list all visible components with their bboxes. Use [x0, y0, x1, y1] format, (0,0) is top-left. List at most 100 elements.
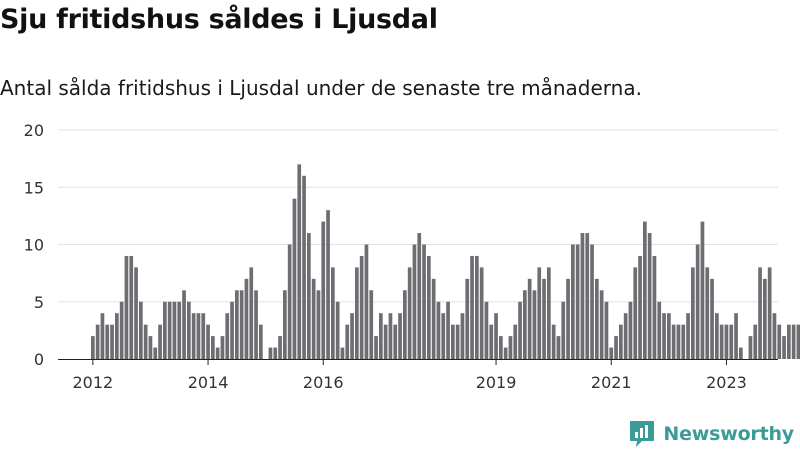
bar	[374, 336, 378, 359]
bar	[628, 301, 633, 359]
bar	[220, 336, 225, 359]
bar	[455, 324, 460, 359]
bar	[595, 278, 599, 359]
bar	[566, 278, 570, 359]
bar	[163, 301, 167, 359]
bar	[695, 244, 700, 359]
bar	[710, 278, 714, 359]
bar	[527, 278, 532, 359]
bar	[191, 313, 196, 359]
bar	[393, 324, 398, 359]
bar	[508, 336, 513, 359]
bar	[412, 244, 417, 359]
bar	[311, 278, 316, 359]
bar	[403, 290, 407, 359]
axes: 0510152020122014201620192021202320257	[24, 121, 778, 392]
page-title: Sju fritidshus såldes i Ljusdal	[0, 4, 438, 35]
bar	[431, 278, 436, 359]
bar	[671, 324, 676, 359]
bar	[283, 290, 287, 359]
bar	[422, 244, 426, 359]
bar	[724, 324, 729, 359]
x-tick-label: 2016	[303, 373, 344, 392]
bar	[446, 301, 450, 359]
bar	[647, 233, 652, 359]
bar	[359, 255, 364, 359]
bar	[686, 313, 690, 359]
bar	[465, 278, 470, 359]
bar	[350, 313, 354, 359]
bar	[417, 233, 422, 359]
bar	[249, 267, 254, 359]
bar	[470, 255, 474, 359]
bar	[585, 233, 590, 359]
bar	[547, 267, 551, 359]
bar	[273, 347, 278, 359]
bar	[278, 336, 282, 359]
bar	[782, 336, 786, 359]
bar	[796, 324, 800, 359]
bar	[158, 324, 162, 359]
bar	[345, 324, 350, 359]
bar	[561, 301, 566, 359]
bar	[307, 233, 311, 359]
bar	[571, 244, 575, 359]
bar	[230, 301, 234, 359]
bar	[729, 324, 734, 359]
bar	[201, 313, 206, 359]
bar	[614, 336, 618, 359]
bar	[700, 221, 705, 359]
bar	[105, 324, 110, 359]
bar	[268, 347, 273, 359]
bar	[777, 324, 782, 359]
bar	[758, 267, 762, 359]
x-tick-label: 2021	[591, 373, 632, 392]
bar	[335, 301, 340, 359]
bar	[623, 313, 628, 359]
bar	[657, 301, 662, 359]
bar	[182, 290, 186, 359]
bar	[364, 244, 369, 359]
y-tick-label: 5	[34, 293, 44, 312]
bar	[95, 324, 100, 359]
bar	[244, 278, 249, 359]
bar	[355, 267, 359, 359]
bar	[398, 313, 402, 359]
bar	[475, 255, 479, 359]
bar	[292, 198, 297, 359]
brand-name: Newsworthy	[663, 423, 794, 445]
bar	[767, 267, 772, 359]
bar	[753, 324, 758, 359]
bar-chart: 0510152020122014201620192021202320257	[24, 121, 800, 392]
bar	[235, 290, 239, 359]
bars	[91, 164, 800, 359]
bar	[427, 255, 431, 359]
bar	[436, 301, 441, 359]
y-tick-label: 0	[34, 350, 44, 369]
bar	[590, 244, 594, 359]
bar	[167, 301, 172, 359]
bar	[254, 290, 258, 359]
bar	[715, 313, 719, 359]
bar	[211, 336, 215, 359]
bar	[556, 336, 561, 359]
bar	[551, 324, 556, 359]
bar	[681, 324, 686, 359]
x-tick-label: 2014	[188, 373, 229, 392]
bar	[124, 255, 129, 359]
bar	[638, 255, 642, 359]
bar	[407, 267, 412, 359]
bar	[580, 233, 585, 359]
bar	[542, 278, 546, 359]
bar	[153, 347, 158, 359]
bar	[239, 290, 244, 359]
bar	[91, 336, 95, 359]
bar	[479, 267, 484, 359]
bar	[369, 290, 374, 359]
bar	[518, 301, 522, 359]
x-tick-label: 2023	[706, 373, 747, 392]
bar	[297, 164, 302, 359]
bar	[633, 267, 638, 359]
bar	[484, 301, 489, 359]
bar	[609, 347, 614, 359]
